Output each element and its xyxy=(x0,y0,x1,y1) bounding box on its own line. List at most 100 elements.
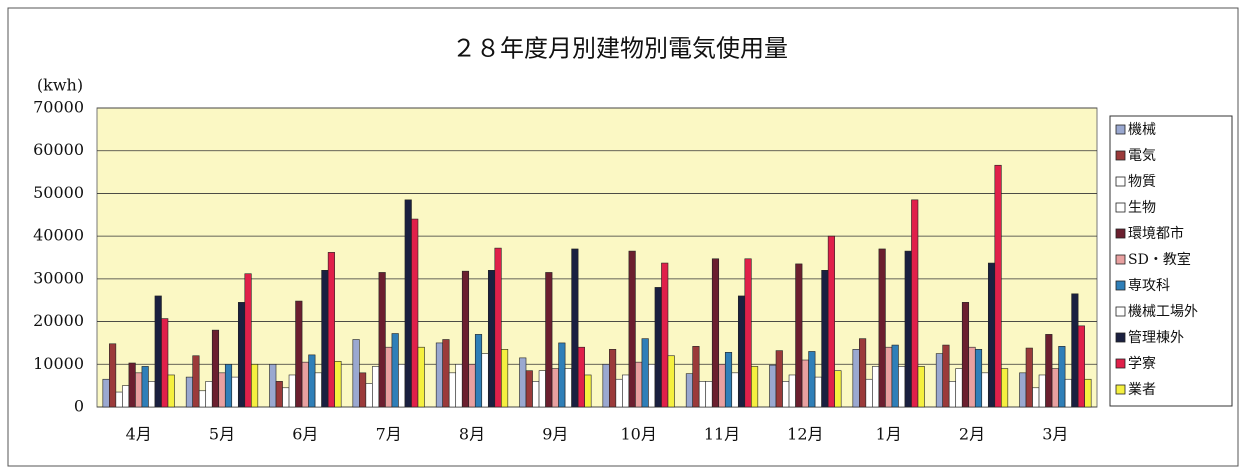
bar xyxy=(698,381,707,408)
bar xyxy=(782,381,790,408)
x-tick-label: 12月 xyxy=(787,425,823,444)
legend-label: 機械工場外 xyxy=(1128,304,1198,320)
legend-label: 業者 xyxy=(1128,382,1156,398)
bar xyxy=(898,366,906,408)
bar xyxy=(378,272,386,408)
bar xyxy=(224,363,233,408)
legend-swatch xyxy=(1115,280,1126,291)
legend-label: 管理棟外 xyxy=(1128,330,1184,346)
legend-label: 電気 xyxy=(1128,148,1156,164)
bar xyxy=(398,363,406,408)
bar xyxy=(1058,346,1066,408)
bar xyxy=(724,352,733,408)
bar xyxy=(148,381,156,408)
bar xyxy=(705,381,713,408)
bar xyxy=(314,372,322,408)
bar xyxy=(352,339,360,408)
bar xyxy=(231,376,239,408)
bar xyxy=(481,353,489,408)
bar xyxy=(1038,374,1046,408)
bar xyxy=(987,262,996,408)
chart-title: ２８年度月別建物別電気使用量 xyxy=(452,35,788,63)
bar xyxy=(775,350,783,408)
bar xyxy=(334,360,342,408)
bar xyxy=(744,258,752,408)
bar xyxy=(487,270,496,408)
bar xyxy=(474,334,483,408)
legend-label: 専攻科 xyxy=(1128,278,1170,294)
bar xyxy=(935,353,943,408)
bar xyxy=(904,250,912,408)
x-tick-label: 2月 xyxy=(959,425,985,444)
x-tick-label: 3月 xyxy=(1042,425,1068,444)
bar xyxy=(718,363,726,408)
bar xyxy=(102,378,110,408)
bar xyxy=(795,263,803,408)
bar xyxy=(872,366,880,408)
bar xyxy=(911,199,919,408)
bar xyxy=(961,302,970,408)
bar xyxy=(494,247,502,408)
bar xyxy=(955,368,963,408)
bar xyxy=(192,355,200,408)
bar xyxy=(1051,368,1059,408)
bar xyxy=(461,270,470,408)
legend-label: 機械 xyxy=(1128,122,1156,138)
bar xyxy=(1019,372,1027,408)
bar xyxy=(685,373,693,408)
bar xyxy=(161,318,169,408)
y-tick-label: 40000 xyxy=(33,226,84,245)
bar xyxy=(1001,368,1009,408)
bar xyxy=(532,381,540,408)
bar xyxy=(1084,378,1092,408)
bar xyxy=(635,361,643,408)
bar xyxy=(417,346,425,408)
legend-label: 環境都市 xyxy=(1128,225,1184,242)
bar xyxy=(1064,378,1072,408)
bar xyxy=(442,339,450,408)
bar xyxy=(372,366,380,408)
bar xyxy=(808,351,816,408)
y-axis-label: (kwh) xyxy=(37,76,83,95)
bar xyxy=(968,346,976,408)
x-tick-label: 1月 xyxy=(876,425,902,444)
bar xyxy=(545,272,553,408)
bar xyxy=(641,338,649,408)
x-tick-label: 6月 xyxy=(292,425,318,444)
y-tick-label: 30000 xyxy=(33,268,84,287)
legend-swatch xyxy=(1115,358,1126,369)
bar xyxy=(584,374,592,408)
bar xyxy=(404,199,412,408)
legend-swatch xyxy=(1115,254,1126,265)
x-tick-label: 5月 xyxy=(209,425,235,444)
bar xyxy=(128,362,136,408)
bar xyxy=(275,381,283,408)
bar xyxy=(1077,325,1085,408)
bar xyxy=(1045,334,1053,408)
bar xyxy=(251,363,259,408)
bar xyxy=(648,363,656,408)
bar xyxy=(295,300,303,408)
bar xyxy=(948,381,957,408)
bar xyxy=(218,372,226,408)
y-tick-label: 60000 xyxy=(33,140,84,159)
legend-swatch xyxy=(1115,228,1126,239)
bar xyxy=(122,385,130,408)
bar xyxy=(737,295,746,408)
x-tick-label: 10月 xyxy=(620,425,656,444)
bar xyxy=(558,342,566,408)
bar xyxy=(654,287,662,408)
bar xyxy=(628,250,636,408)
bar xyxy=(994,164,1002,408)
y-tick-label: 10000 xyxy=(33,354,84,373)
bar xyxy=(622,374,630,408)
bar xyxy=(577,346,585,408)
y-tick-label: 50000 xyxy=(33,183,84,202)
bar xyxy=(1071,293,1079,408)
bar xyxy=(365,383,373,408)
bar xyxy=(185,376,193,408)
bar xyxy=(852,349,860,408)
legend-swatch xyxy=(1115,384,1126,395)
bar xyxy=(942,344,950,408)
